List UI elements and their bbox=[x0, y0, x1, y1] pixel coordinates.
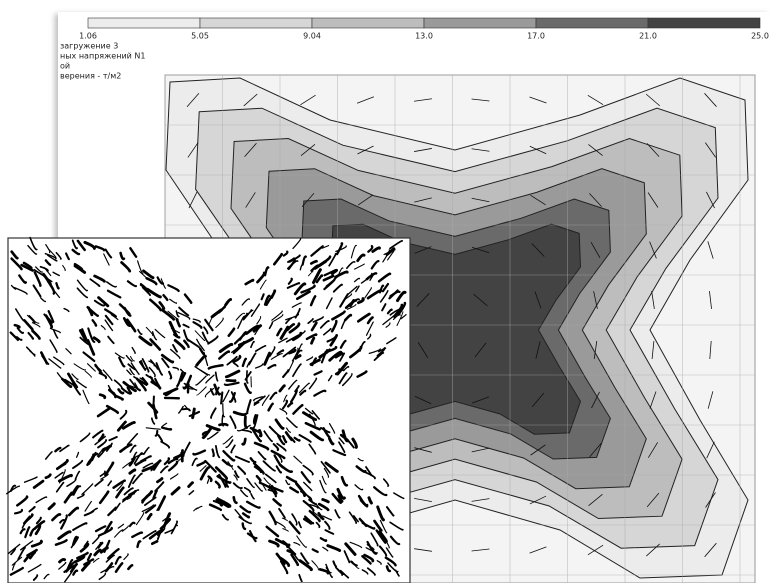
legend-tick-label: 21.0 bbox=[639, 32, 657, 41]
crack bbox=[245, 417, 246, 428]
header-line: верения - т/м2 bbox=[60, 72, 121, 81]
legend-swatch bbox=[312, 18, 424, 28]
header-line: ой bbox=[60, 62, 70, 71]
screenshot: 1.06 5.05 9.04 13.0 17.0 21.0 25.0 загружение … bbox=[0, 0, 770, 583]
legend-swatch bbox=[88, 18, 200, 28]
legend-tick-label: 13.0 bbox=[415, 32, 433, 41]
crack bbox=[193, 409, 195, 418]
legend-swatch bbox=[648, 18, 760, 28]
legend-swatch bbox=[200, 18, 312, 28]
legend-tick-label: 5.05 bbox=[191, 32, 209, 41]
crack bbox=[188, 385, 189, 393]
legend-swatch bbox=[424, 18, 536, 28]
legend-tick-label: 1.06 bbox=[79, 32, 97, 41]
legend-tick-label: 17.0 bbox=[527, 32, 545, 41]
header-line: загружение 3 bbox=[60, 42, 118, 51]
figure: 1.06 5.05 9.04 13.0 17.0 21.0 25.0 загружение … bbox=[0, 0, 770, 583]
header-line: ных напряжений N1 bbox=[60, 52, 145, 61]
legend-swatch bbox=[536, 18, 648, 28]
legend-tick-label: 9.04 bbox=[303, 32, 321, 41]
crack bbox=[220, 424, 228, 425]
legend-tick-label: 25.0 bbox=[751, 32, 769, 41]
